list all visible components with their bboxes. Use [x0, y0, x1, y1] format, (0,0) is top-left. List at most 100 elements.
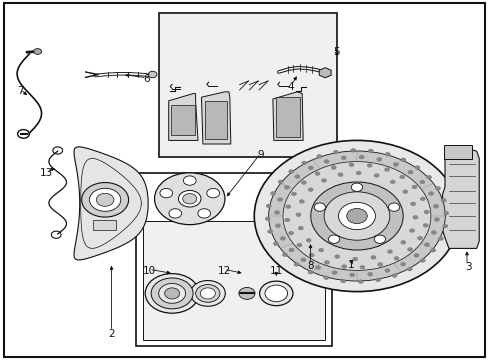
- Circle shape: [377, 262, 382, 266]
- Circle shape: [407, 170, 412, 174]
- Circle shape: [414, 166, 419, 170]
- Circle shape: [367, 272, 372, 276]
- Circle shape: [389, 180, 394, 184]
- Text: 4: 4: [287, 82, 294, 92]
- Circle shape: [334, 255, 339, 258]
- Circle shape: [350, 148, 355, 152]
- Text: 6: 6: [143, 74, 150, 84]
- Circle shape: [308, 253, 313, 257]
- Circle shape: [270, 192, 275, 195]
- Circle shape: [400, 262, 405, 266]
- Circle shape: [433, 217, 439, 221]
- Circle shape: [198, 209, 210, 218]
- Circle shape: [386, 250, 392, 253]
- Text: 9: 9: [257, 150, 264, 160]
- Circle shape: [422, 224, 427, 227]
- Bar: [171, 105, 194, 135]
- Circle shape: [331, 271, 336, 275]
- Circle shape: [352, 257, 357, 261]
- Circle shape: [375, 278, 380, 282]
- Circle shape: [282, 253, 287, 257]
- Circle shape: [359, 265, 364, 269]
- Circle shape: [330, 166, 336, 170]
- Circle shape: [384, 168, 389, 171]
- Circle shape: [376, 157, 381, 161]
- Circle shape: [419, 197, 425, 201]
- Circle shape: [183, 194, 196, 204]
- Circle shape: [273, 242, 278, 246]
- Circle shape: [323, 276, 328, 280]
- Circle shape: [443, 211, 448, 215]
- Circle shape: [268, 151, 445, 281]
- Polygon shape: [74, 147, 148, 260]
- Circle shape: [393, 256, 398, 260]
- Circle shape: [357, 280, 363, 284]
- Bar: [136, 173, 331, 346]
- Circle shape: [410, 202, 415, 206]
- Polygon shape: [201, 92, 230, 144]
- Circle shape: [288, 231, 293, 235]
- Circle shape: [168, 209, 181, 218]
- Circle shape: [301, 161, 306, 165]
- Circle shape: [314, 172, 319, 176]
- Circle shape: [307, 188, 313, 192]
- Circle shape: [391, 274, 396, 278]
- Circle shape: [190, 280, 225, 306]
- Circle shape: [160, 188, 172, 198]
- Bar: [93, 220, 116, 230]
- Circle shape: [349, 273, 354, 277]
- Circle shape: [298, 226, 303, 230]
- Circle shape: [206, 188, 219, 198]
- Circle shape: [284, 185, 289, 189]
- Circle shape: [419, 180, 424, 184]
- Circle shape: [419, 258, 425, 262]
- Circle shape: [145, 274, 199, 313]
- Circle shape: [305, 238, 310, 242]
- Circle shape: [238, 287, 255, 300]
- Bar: [443, 145, 471, 159]
- Circle shape: [402, 190, 407, 194]
- Circle shape: [178, 190, 201, 207]
- Circle shape: [370, 256, 375, 259]
- Circle shape: [183, 176, 196, 185]
- Polygon shape: [442, 148, 478, 248]
- Circle shape: [318, 248, 323, 252]
- Text: 10: 10: [142, 266, 155, 276]
- Circle shape: [408, 229, 414, 233]
- Circle shape: [440, 199, 446, 202]
- Text: 7: 7: [17, 86, 24, 96]
- Text: 3: 3: [464, 262, 471, 272]
- Circle shape: [346, 208, 366, 224]
- Circle shape: [321, 179, 326, 182]
- Circle shape: [148, 71, 157, 78]
- Circle shape: [275, 224, 280, 228]
- Circle shape: [267, 230, 272, 233]
- Circle shape: [307, 270, 312, 274]
- Circle shape: [407, 248, 412, 251]
- Circle shape: [426, 175, 431, 179]
- Circle shape: [400, 158, 405, 162]
- Circle shape: [265, 204, 271, 208]
- Circle shape: [89, 188, 121, 211]
- Circle shape: [384, 269, 389, 273]
- Circle shape: [295, 213, 301, 217]
- Circle shape: [427, 192, 433, 195]
- Bar: [142, 221, 324, 340]
- Circle shape: [400, 240, 405, 244]
- Circle shape: [96, 193, 114, 206]
- Circle shape: [432, 204, 438, 208]
- Circle shape: [316, 154, 321, 158]
- Circle shape: [384, 152, 389, 156]
- Circle shape: [430, 231, 436, 234]
- Circle shape: [323, 159, 328, 163]
- Circle shape: [338, 202, 375, 230]
- Circle shape: [285, 205, 290, 208]
- Circle shape: [355, 171, 361, 175]
- Circle shape: [411, 185, 416, 189]
- Circle shape: [264, 217, 270, 221]
- Circle shape: [341, 156, 346, 160]
- Circle shape: [324, 192, 389, 240]
- Circle shape: [314, 203, 325, 211]
- Text: 5: 5: [332, 47, 339, 57]
- Circle shape: [164, 288, 179, 299]
